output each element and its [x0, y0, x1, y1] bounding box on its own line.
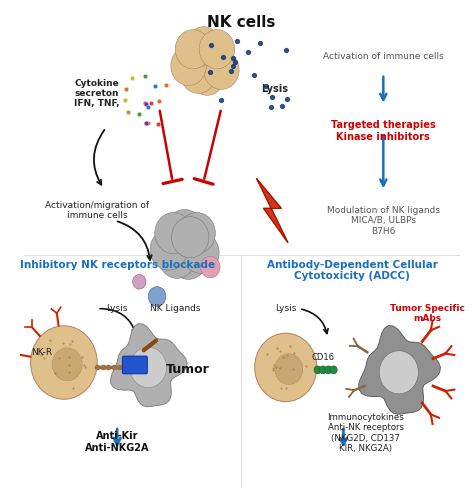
- Circle shape: [314, 366, 321, 374]
- Text: Inhibitory NK receptors blockade: Inhibitory NK receptors blockade: [19, 260, 215, 270]
- Circle shape: [31, 326, 97, 399]
- Polygon shape: [359, 326, 440, 414]
- Circle shape: [275, 354, 303, 385]
- Circle shape: [178, 212, 215, 253]
- Circle shape: [52, 348, 82, 381]
- Circle shape: [319, 366, 327, 374]
- Circle shape: [166, 209, 203, 250]
- Text: Lysis: Lysis: [275, 304, 296, 313]
- Text: Cytokine
secreton
IFN, TNF,: Cytokine secreton IFN, TNF,: [74, 79, 120, 108]
- Circle shape: [198, 41, 234, 80]
- Text: Tumor: Tumor: [166, 362, 210, 376]
- Circle shape: [158, 237, 196, 278]
- Circle shape: [133, 274, 146, 289]
- Circle shape: [255, 333, 317, 401]
- Circle shape: [186, 45, 221, 84]
- Circle shape: [177, 222, 214, 263]
- Circle shape: [165, 227, 202, 268]
- Circle shape: [190, 56, 225, 95]
- Circle shape: [201, 256, 220, 278]
- Text: Antibody-Dependent Cellular
Cytotoxicity (ADCC): Antibody-Dependent Cellular Cytotoxicity…: [267, 260, 438, 281]
- Circle shape: [171, 47, 206, 86]
- Polygon shape: [257, 179, 288, 243]
- Text: Immunocytokines
Anti-NK receptors
(NKG2D, CD137
KIR, NKG2A): Immunocytokines Anti-NK receptors (NKG2D…: [327, 413, 404, 453]
- Circle shape: [172, 217, 209, 258]
- Circle shape: [325, 366, 332, 374]
- Text: Anti-Kir
Anti-NKG2A: Anti-Kir Anti-NKG2A: [85, 432, 149, 453]
- Text: Lysis: Lysis: [107, 304, 128, 313]
- Circle shape: [182, 232, 219, 273]
- Text: Tumor Specific
mAbs: Tumor Specific mAbs: [390, 304, 465, 323]
- FancyBboxPatch shape: [122, 356, 147, 374]
- Circle shape: [155, 212, 192, 253]
- Circle shape: [177, 35, 212, 74]
- Text: Activation/migration of
immune cells: Activation/migration of immune cells: [45, 201, 149, 220]
- Text: Lysis: Lysis: [261, 84, 288, 94]
- Text: Activation of immune cells: Activation of immune cells: [323, 51, 444, 61]
- Text: NK Ligands: NK Ligands: [150, 304, 200, 313]
- Circle shape: [175, 30, 211, 69]
- Circle shape: [330, 366, 337, 374]
- Polygon shape: [379, 351, 419, 394]
- Text: Targeted therapies
Kinase inhibitors: Targeted therapies Kinase inhibitors: [331, 120, 436, 142]
- Circle shape: [186, 27, 221, 66]
- Text: NK cells: NK cells: [207, 15, 275, 30]
- Circle shape: [156, 218, 193, 259]
- Text: CD16: CD16: [312, 353, 335, 362]
- Polygon shape: [110, 324, 187, 407]
- Text: NK-R: NK-R: [31, 348, 52, 357]
- Circle shape: [181, 54, 216, 94]
- Circle shape: [199, 30, 235, 69]
- Circle shape: [204, 50, 239, 90]
- Text: Modulation of NK ligands
MICA/B, ULBPs
B7H6: Modulation of NK ligands MICA/B, ULBPs B…: [327, 206, 440, 236]
- Circle shape: [150, 229, 187, 270]
- Polygon shape: [130, 347, 166, 388]
- Circle shape: [170, 238, 207, 279]
- Circle shape: [148, 287, 166, 306]
